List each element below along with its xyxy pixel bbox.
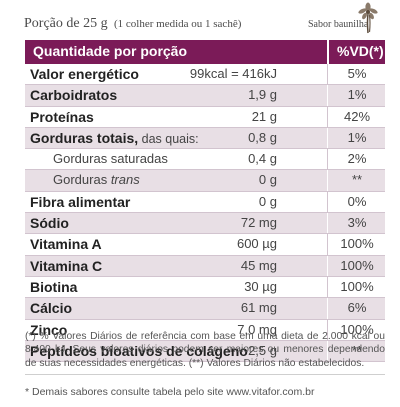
- row-vd: 0%: [347, 193, 367, 209]
- row-value: 72 mg: [240, 215, 277, 231]
- table-row: Gorduras trans 0 g **: [25, 170, 385, 192]
- row-value: 1,9 g: [248, 87, 277, 103]
- row-name: Vitamina A: [30, 236, 102, 253]
- table-row: Carboidratos 1,9 g 1%: [25, 85, 385, 107]
- row-value: 2,5 g: [248, 342, 277, 358]
- row-name: Biotina: [30, 278, 78, 295]
- serving-info: Porção de 25 g (1 colher medida ou 1 sac…: [24, 16, 384, 36]
- table-row: Peptídeos bioativos de colágeno 2,5 g **: [25, 340, 385, 363]
- row-name: Sódio: [30, 215, 69, 232]
- row-value: 7,0 mg: [237, 321, 277, 337]
- row-value: 61 mg: [240, 300, 277, 316]
- row-value: 0,4 g: [248, 151, 277, 167]
- row-vd: 100%: [340, 236, 374, 252]
- table-row: Valor energético 99kcal = 416kJ 5%: [25, 64, 385, 86]
- row-name: Carboidratos: [30, 87, 118, 104]
- serving-portion: Porção de 25 g: [24, 16, 108, 31]
- table-row: Fibra alimentar 0 g 0%: [25, 191, 385, 214]
- row-value: 99kcal = 416kJ: [189, 66, 277, 81]
- row-name: Cálcio: [30, 300, 73, 317]
- table-header: Quantidade por porção %VD(*): [25, 40, 385, 64]
- row-name: Valor energético: [30, 66, 139, 82]
- row-value: 0,8 g: [248, 129, 277, 145]
- row-value: 600 µg: [236, 236, 277, 252]
- row-vd: 100%: [340, 321, 374, 337]
- table-row: Proteínas 21 g 42%: [25, 106, 385, 128]
- row-name: Zinco: [30, 321, 68, 338]
- website-note: * Demais sabores consulte tabela pelo si…: [25, 386, 315, 398]
- table-row: Sódio 72 mg 3%: [25, 213, 385, 235]
- row-value: 0 g: [258, 172, 277, 188]
- table-row: Vitamina C 45 mg 100%: [25, 255, 385, 277]
- row-vd: 100%: [340, 278, 374, 294]
- row-value: 0 g: [258, 193, 277, 209]
- row-value: 45 mg: [240, 257, 277, 273]
- header-quantity: Quantidade por porção: [33, 43, 188, 59]
- row-name: Gorduras saturadas: [53, 151, 168, 167]
- row-vd: 1%: [347, 129, 367, 145]
- row-vd: 3%: [347, 215, 367, 231]
- row-vd: **: [351, 172, 363, 188]
- table-row: Cálcio 61 mg 6%: [25, 298, 385, 320]
- row-value: 30 µg: [244, 278, 277, 294]
- table-row: Biotina 30 µg 100%: [25, 276, 385, 299]
- row-vd: 100%: [340, 257, 374, 273]
- table-row: Gorduras totais, das quais: 0,8 g 1%: [25, 127, 385, 150]
- row-name: Gorduras trans: [53, 172, 140, 188]
- row-vd: 42%: [343, 108, 371, 124]
- row-vd: 1%: [347, 87, 367, 103]
- divider: [25, 374, 385, 375]
- nutrition-table: Quantidade por porção %VD(*) Valor energ…: [25, 40, 385, 363]
- row-vd: 5%: [347, 66, 367, 81]
- table-row: Vitamina A 600 µg 100%: [25, 234, 385, 256]
- row-name: Peptídeos bioativos de colágeno: [30, 342, 248, 359]
- row-name: Fibra alimentar: [30, 193, 131, 210]
- row-name: Gorduras totais, das quais:: [30, 129, 199, 146]
- table-row: Gorduras saturadas 0,4 g 2%: [25, 149, 385, 171]
- vanilla-flower-icon: [358, 2, 378, 34]
- header-vd: %VD(*): [337, 43, 384, 59]
- row-value: 21 g: [251, 108, 277, 124]
- row-name: Vitamina C: [30, 257, 103, 274]
- row-name: Proteínas: [30, 108, 94, 125]
- serving-measure: (1 colher medida ou 1 sachê): [114, 18, 242, 30]
- row-vd: **: [351, 342, 363, 358]
- flavor-label: Sabor baunilha: [308, 19, 369, 30]
- table-row: Zinco 7,0 mg 100%: [25, 319, 385, 341]
- footnote: (*) % Valores Diários de referência com …: [25, 331, 385, 369]
- row-vd: 2%: [347, 151, 367, 167]
- row-vd: 6%: [347, 300, 367, 316]
- header-separator: [327, 40, 329, 64]
